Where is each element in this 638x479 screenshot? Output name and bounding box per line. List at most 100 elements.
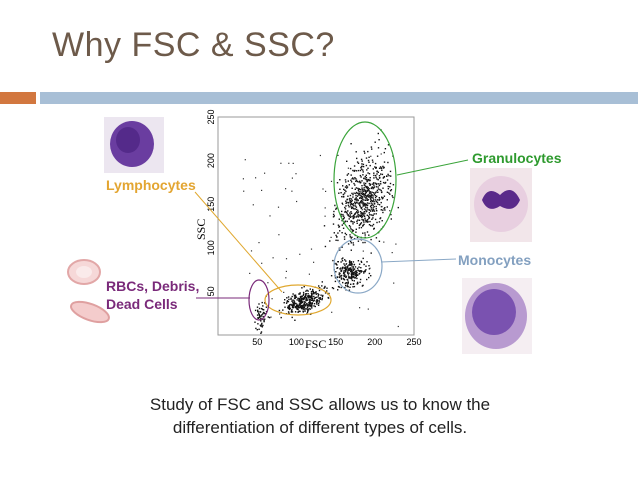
scatter-point (377, 188, 380, 190)
scatter-point (370, 155, 372, 157)
scatter-point (349, 269, 351, 271)
scatter-point (338, 218, 340, 220)
scatter-point (378, 175, 381, 177)
scatter-point (300, 295, 302, 297)
scatter-point (361, 201, 364, 203)
scatter-point (381, 191, 383, 193)
scatter-point (310, 248, 313, 250)
scatter-point (324, 207, 326, 209)
scatter-point (362, 257, 364, 260)
scatter-point (343, 188, 345, 191)
scatter-point (335, 263, 337, 265)
scatter-point (361, 187, 363, 189)
scatter-point (252, 204, 254, 206)
scatter-point (302, 294, 305, 296)
scatter-point (360, 166, 362, 169)
scatter-point (315, 291, 317, 293)
scatter-point (294, 294, 296, 297)
scatter-point (381, 198, 384, 200)
scatter-point (361, 189, 364, 191)
scatter-point (307, 304, 309, 306)
scatter-point (372, 217, 374, 219)
scatter-point (296, 303, 298, 306)
scatter-point (365, 179, 368, 181)
scatter-point (317, 293, 319, 295)
scatter-point (371, 218, 373, 220)
scatter-point (292, 302, 294, 305)
scatter-point (380, 173, 382, 175)
scatter-point (255, 177, 257, 179)
scatter-point (259, 311, 261, 313)
scatter-point (359, 204, 361, 207)
scatter-point (310, 299, 313, 301)
scatter-point (353, 268, 356, 270)
scatter-point (354, 273, 357, 275)
scatter-point (326, 287, 328, 289)
scatter-point (350, 228, 352, 230)
scatter-point (389, 186, 391, 188)
scatter-point (309, 300, 311, 302)
scatter-point (382, 181, 385, 184)
scatter-point (373, 210, 376, 212)
scatter-point (313, 261, 315, 263)
scatter-point (382, 167, 385, 169)
scatter-point (365, 164, 368, 167)
scatter-point (359, 202, 361, 204)
scatter-point (355, 231, 357, 233)
scatter-point (335, 239, 337, 241)
scatter-point (316, 303, 318, 305)
scatter-point (310, 290, 313, 293)
scatter-point (352, 217, 355, 219)
scatter-point (359, 197, 361, 199)
scatter-point (311, 307, 313, 309)
scatter-point (372, 187, 374, 190)
scatter-point (357, 214, 359, 216)
scatter-point (378, 199, 380, 201)
scatter-point (350, 278, 353, 280)
scatter-point (261, 308, 264, 310)
scatter-point (258, 303, 260, 305)
scatter-point (344, 211, 346, 213)
scatter-point (332, 216, 335, 218)
scatter-point (375, 186, 378, 188)
scatter-point (255, 327, 257, 330)
scatter-point (258, 314, 261, 316)
scatter-point (344, 206, 346, 209)
scatter-point (299, 296, 302, 298)
scatter-point (337, 285, 340, 288)
scatter-point (373, 187, 375, 189)
scatter-point (361, 218, 363, 221)
scatter-point (324, 285, 326, 288)
scatter-point (313, 303, 316, 305)
scatter-point (365, 210, 368, 213)
scatter-point (308, 303, 311, 305)
scatter-point (353, 264, 355, 266)
scatter-point (302, 307, 304, 309)
scatter-point (323, 287, 325, 289)
scatter-point (366, 185, 368, 188)
scatter-point (362, 171, 364, 173)
scatter-point (352, 215, 354, 218)
scatter-point (310, 302, 312, 304)
scatter-point (301, 287, 303, 289)
scatter-point (263, 319, 265, 322)
scatter-point (370, 204, 372, 207)
scatter-point (354, 203, 356, 205)
scatter-point (325, 190, 327, 192)
scatter-point (293, 302, 295, 304)
scatter-point (306, 299, 309, 301)
scatter-point (349, 236, 351, 238)
scatter-point (378, 221, 381, 223)
scatter-point (382, 165, 384, 168)
scatter-point (375, 200, 378, 203)
scatter-point (354, 177, 356, 179)
scatter-point (369, 210, 372, 212)
scatter-point (384, 182, 386, 184)
scatter-point (350, 200, 353, 203)
scatter-point (297, 308, 299, 311)
scatter-point (355, 208, 358, 211)
scatter-point (354, 205, 357, 207)
scatter-point (342, 281, 344, 284)
scatter-point (356, 211, 358, 213)
scatter-point (257, 317, 259, 319)
